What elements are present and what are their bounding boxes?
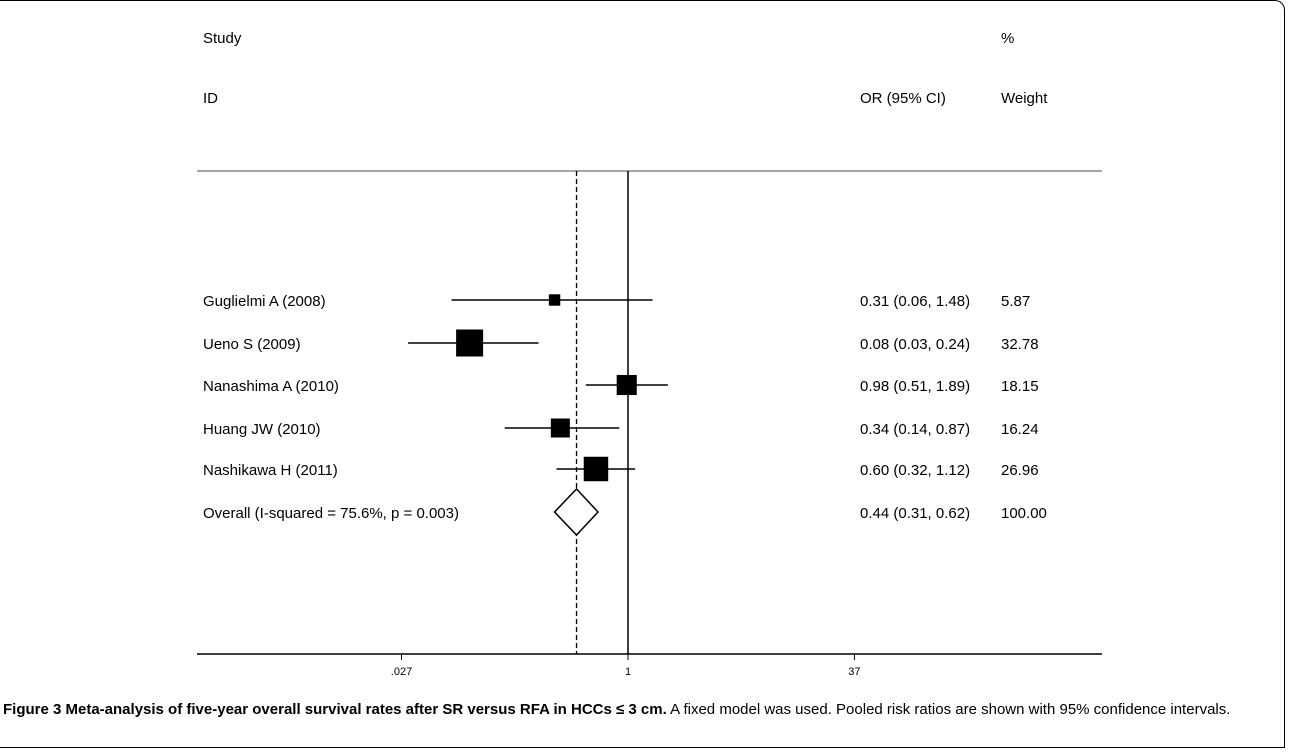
study-row: Guglielmi A (2008) 0.31 (0.06, 1.48) 5.87 xyxy=(203,293,1030,310)
effect-square xyxy=(548,294,561,306)
study-ci: 0.31 (0.06, 1.48) xyxy=(860,293,970,310)
study-name: Nanashima A (2010) xyxy=(203,378,339,395)
header-percent: % xyxy=(1001,30,1014,47)
study-name: Guglielmi A (2008) xyxy=(203,293,326,310)
header-weight: Weight xyxy=(1001,90,1048,107)
effect-square xyxy=(583,456,609,482)
study-weight: 32.78 xyxy=(1001,336,1039,353)
study-weight: 16.24 xyxy=(1001,421,1039,438)
study-ci: 0.98 (0.51, 1.89) xyxy=(860,378,970,395)
overall-diamond xyxy=(553,487,600,537)
study-ci: 0.08 (0.03, 0.24) xyxy=(860,336,970,353)
study-name: Ueno S (2009) xyxy=(203,336,301,353)
overall-row: Overall (I-squared = 75.6%, p = 0.003) 0.… xyxy=(203,487,1047,537)
effect-square xyxy=(550,418,570,438)
study-row: Nashikawa H (2011) 0.60 (0.32, 1.12) 26.96 xyxy=(203,456,1039,482)
caption-title: Figure 3 Meta-analysis of five-year over… xyxy=(3,701,667,718)
header-id: ID xyxy=(203,90,218,107)
x-tick-label-1: 1 xyxy=(625,666,631,678)
study-name: Nashikawa H (2011) xyxy=(203,462,338,479)
header-study: Study xyxy=(203,30,242,47)
header-effect: OR (95% CI) xyxy=(860,90,946,107)
study-weight: 5.87 xyxy=(1001,293,1030,310)
x-tick-label-0: .027 xyxy=(391,666,412,678)
study-ci: 0.34 (0.14, 0.87) xyxy=(860,421,970,438)
study-name: Huang JW (2010) xyxy=(203,421,321,438)
effect-square xyxy=(456,329,484,357)
study-row: Nanashima A (2010) 0.98 (0.51, 1.89) 18.15 xyxy=(203,374,1039,396)
effect-square xyxy=(616,374,637,396)
study-row: Huang JW (2010) 0.34 (0.14, 0.87) 16.24 xyxy=(203,418,1039,438)
x-tick-label-2: 37 xyxy=(848,666,860,678)
study-row: Ueno S (2009) 0.08 (0.03, 0.24) 32.78 xyxy=(203,329,1039,357)
forest-plot: Study ID OR (95% CI)% Weight .027 1 37 Guglie… xyxy=(197,30,1102,678)
study-weight: 18.15 xyxy=(1001,378,1039,395)
study-weight: 26.96 xyxy=(1001,462,1039,479)
overall-weight: 100.00 xyxy=(1001,505,1047,522)
overall-label: Overall (I-squared = 75.6%, p = 0.003) xyxy=(203,505,459,522)
caption-body: A fixed model was used. Pooled risk rati… xyxy=(666,701,1231,718)
overall-ci: 0.44 (0.31, 0.62) xyxy=(860,505,970,522)
study-ci: 0.60 (0.32, 1.12) xyxy=(860,462,970,479)
figure-caption: Figure 3 Meta-analysis of five-year over… xyxy=(3,700,1283,720)
